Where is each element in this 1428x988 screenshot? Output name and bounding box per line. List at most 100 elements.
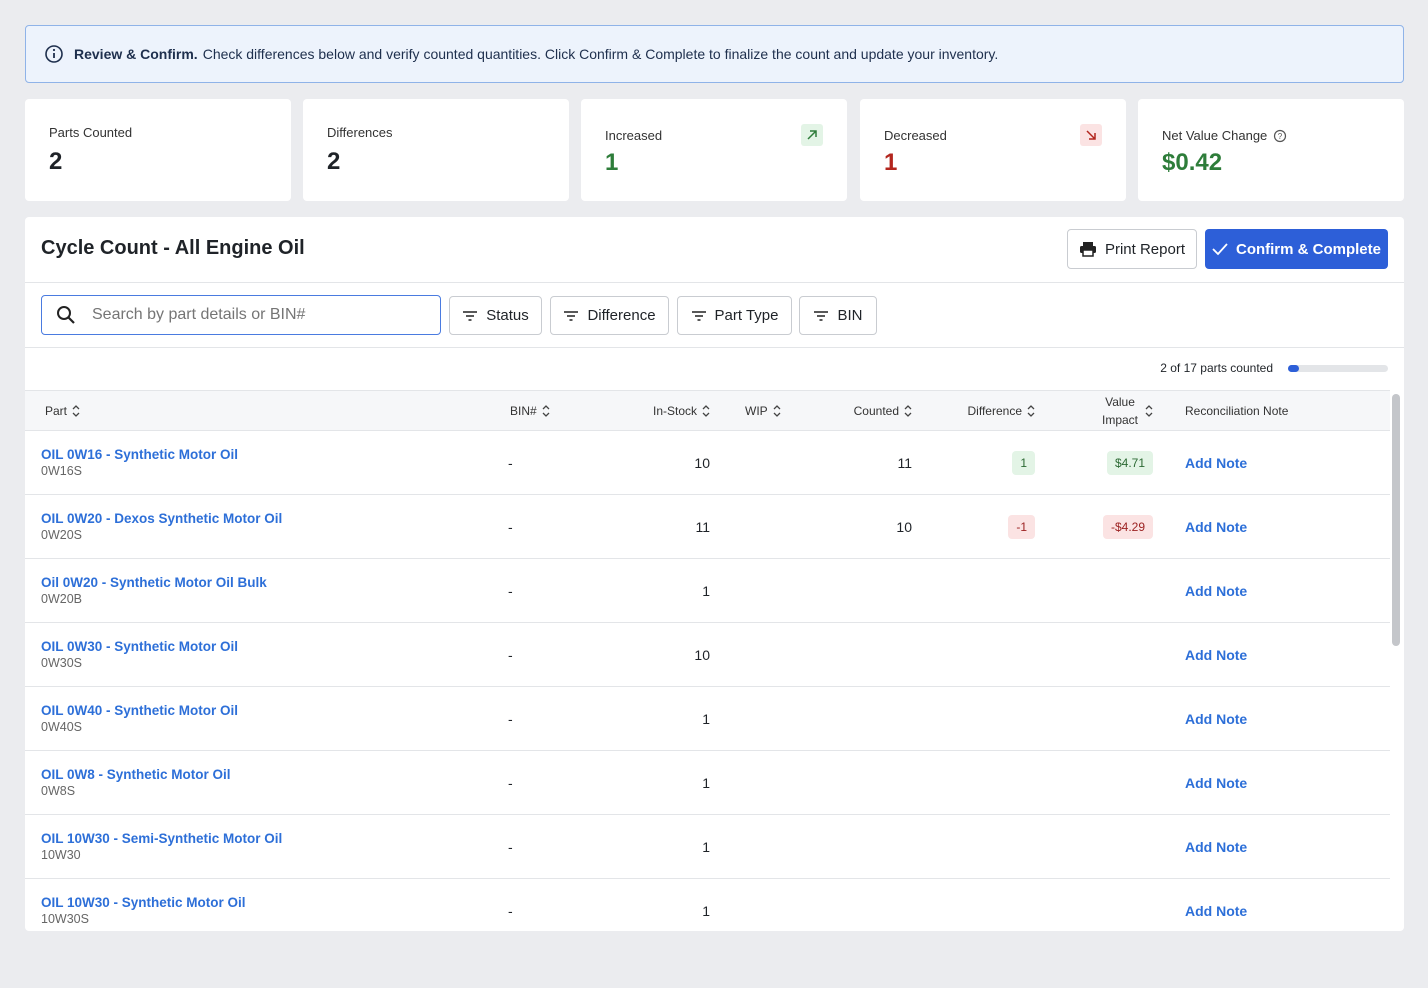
table-row: OIL 0W8 - Synthetic Motor Oil 0W8S - 1 Add N… [25, 751, 1390, 815]
info-icon [45, 45, 63, 63]
part-code: 0W8S [41, 784, 76, 798]
progress-fill [1288, 365, 1299, 372]
column-label: Difference [967, 404, 1022, 418]
bin: - [508, 518, 513, 535]
counted: 10 [896, 518, 912, 535]
sort-icon[interactable] [542, 404, 550, 418]
column-header: Part [45, 391, 505, 431]
filter-button[interactable]: Part Type [677, 296, 792, 335]
button-label: Print Report [1104, 240, 1186, 258]
cell: -1 [925, 495, 1035, 558]
add-note-link[interactable]: Add Note [1185, 710, 1248, 727]
in-stock: 1 [702, 774, 710, 791]
in-stock: 1 [702, 838, 710, 855]
progress-bar [1288, 365, 1388, 372]
filter-label: Status [486, 307, 529, 324]
add-note-link[interactable]: Add Note [1185, 902, 1248, 919]
part-name[interactable]: OIL 0W16 - Synthetic Motor Oil [41, 447, 239, 462]
stat-value: 2 [49, 148, 63, 175]
scrollbar[interactable] [1392, 394, 1400, 646]
cell: 11 [820, 431, 912, 494]
part-code: 10W30S [41, 912, 89, 926]
search-box[interactable] [41, 295, 441, 335]
bin: - [508, 902, 513, 919]
part-name[interactable]: OIL 0W30 - Synthetic Motor Oil [41, 639, 239, 654]
add-note-link[interactable]: Add Note [1185, 518, 1248, 535]
cell: Add Note [1185, 687, 1385, 750]
stat-value: $0.42 [1162, 149, 1223, 176]
part-name[interactable]: OIL 10W30 - Semi-Synthetic Motor Oil [41, 831, 283, 846]
cell: 1 [600, 879, 710, 931]
cell: -$4.29 [1055, 495, 1153, 558]
counted: 11 [897, 454, 912, 471]
table-row: OIL 0W30 - Synthetic Motor Oil 0W30S - 10 Ad… [25, 623, 1390, 687]
add-note-link[interactable]: Add Note [1185, 454, 1248, 471]
table-row: OIL 0W16 - Synthetic Motor Oil 0W16S -10 11… [25, 431, 1390, 495]
help-icon[interactable]: ? [1273, 129, 1287, 143]
cell: - [508, 431, 610, 494]
column-header: Value Impact [1055, 391, 1153, 431]
in-stock: 11 [695, 518, 710, 535]
bin: - [508, 454, 513, 471]
part-name[interactable]: OIL 0W40 - Synthetic Motor Oil [41, 703, 239, 718]
confirm-button[interactable]: Confirm & Complete [1205, 229, 1388, 269]
cell: $4.71 [1055, 431, 1153, 494]
search-input[interactable] [90, 305, 420, 325]
column-label: Value Impact [1101, 395, 1138, 427]
stat-label-wrap: Net Value Change? [1162, 128, 1380, 143]
add-note-link[interactable]: Add Note [1185, 582, 1248, 599]
filter-label: Part Type [714, 307, 779, 324]
sort-icon[interactable] [72, 404, 80, 418]
bin: - [508, 710, 513, 727]
decrease-icon [1080, 124, 1102, 146]
part-code: 0W16S [41, 464, 82, 478]
column-label: BIN# [510, 404, 537, 418]
column-header: WIP [745, 391, 825, 431]
table-row: OIL 0W20 - Dexos Synthetic Motor Oil 0W20… [25, 495, 1390, 559]
cell: - [508, 623, 610, 686]
filter-button[interactable]: Difference [550, 296, 669, 335]
cell: Add Note [1185, 815, 1385, 878]
part-code: 0W20B [41, 592, 82, 606]
column-header: Counted [820, 391, 912, 431]
part-code: 10W30 [41, 848, 81, 862]
stat-label: Parts Counted [49, 125, 133, 140]
sort-icon[interactable] [904, 404, 912, 418]
cell: - [508, 879, 610, 931]
cell: Add Note [1185, 495, 1385, 558]
filter-label: BIN [837, 307, 863, 324]
printer-icon [1079, 242, 1096, 257]
cell: - [508, 751, 610, 814]
cell: - [508, 495, 610, 558]
panel-title: Cycle Count - All Engine Oil [41, 237, 305, 259]
add-note-link[interactable]: Add Note [1185, 646, 1248, 663]
value-impact-badge: -$4.29 [1102, 514, 1153, 539]
stat-value: 1 [605, 149, 619, 176]
print-button[interactable]: Print Report [1067, 229, 1197, 269]
difference-badge: 1 [1012, 450, 1035, 475]
search-icon [57, 306, 75, 324]
filter-button[interactable]: BIN [799, 296, 877, 335]
part-name[interactable]: OIL 10W30 - Synthetic Motor Oil [41, 895, 246, 910]
part-name[interactable]: OIL 0W20 - Dexos Synthetic Motor Oil [41, 511, 283, 526]
sort-icon[interactable] [702, 404, 710, 418]
part-name[interactable]: Oil 0W20 - Synthetic Motor Oil Bulk [41, 575, 267, 590]
increase-icon [801, 124, 823, 146]
part-name[interactable]: OIL 0W8 - Synthetic Motor Oil [41, 767, 231, 782]
cell: 1 [925, 431, 1035, 494]
in-stock: 1 [702, 710, 710, 727]
in-stock: 10 [694, 646, 710, 663]
svg-text:?: ? [1278, 132, 1283, 141]
in-stock: 1 [702, 902, 710, 919]
sort-icon[interactable] [773, 404, 781, 418]
add-note-link[interactable]: Add Note [1185, 838, 1248, 855]
filter-button[interactable]: Status [449, 296, 542, 335]
sort-icon[interactable] [1027, 404, 1035, 418]
stat-label: Increased [605, 128, 663, 143]
sort-icon[interactable] [1145, 404, 1153, 418]
stat-value: 1 [884, 149, 898, 176]
add-note-link[interactable]: Add Note [1185, 774, 1248, 791]
filter-label: Difference [587, 307, 656, 324]
table-row: OIL 10W30 - Synthetic Motor Oil 10W30S - 1 A… [25, 879, 1390, 931]
